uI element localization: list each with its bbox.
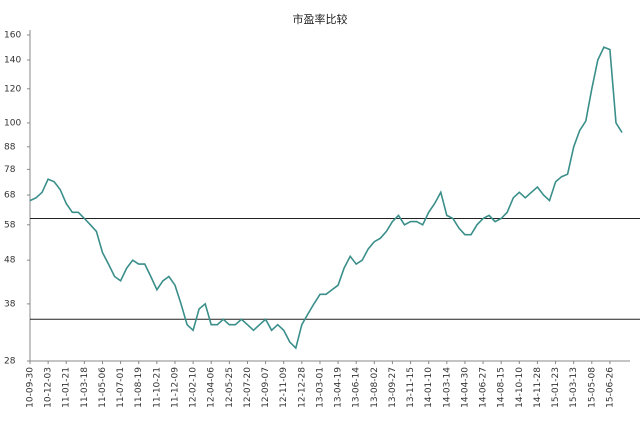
x-tick-label: 11-01-21 bbox=[62, 367, 72, 408]
y-tick-label: 88 bbox=[4, 142, 16, 152]
x-tick-label: 15-06-26 bbox=[605, 367, 615, 408]
x-tick-label: 12-04-06 bbox=[207, 367, 217, 408]
x-tick-label: 13-03-01 bbox=[315, 367, 325, 408]
x-tick-label: 14-01-10 bbox=[424, 367, 434, 408]
x-tick-label: 14-11-28 bbox=[533, 367, 543, 408]
x-tick-label: 13-06-14 bbox=[352, 367, 362, 408]
x-tick-label: 12-05-25 bbox=[225, 367, 235, 408]
x-tick-label: 13-11-15 bbox=[406, 367, 416, 408]
x-tick-label: 10-09-30 bbox=[26, 367, 36, 408]
y-tick-label: 160 bbox=[4, 31, 21, 41]
x-tick-label: 11-10-21 bbox=[152, 367, 162, 408]
x-tick-label: 13-09-27 bbox=[388, 367, 398, 408]
x-tick-label: 14-10-10 bbox=[515, 367, 525, 408]
x-tick-label: 14-06-27 bbox=[479, 367, 489, 408]
x-tick-label: 11-03-18 bbox=[80, 367, 90, 408]
x-tick-label: 12-09-07 bbox=[261, 367, 271, 408]
x-tick-label: 15-05-08 bbox=[587, 367, 597, 408]
x-tick-label: 13-08-02 bbox=[370, 367, 380, 408]
y-tick-label: 140 bbox=[4, 55, 21, 65]
x-tick-label: 11-07-01 bbox=[116, 367, 126, 408]
chart-title: 市盈率比较 bbox=[293, 12, 348, 26]
x-tick-label: 14-04-30 bbox=[460, 367, 470, 408]
series-line bbox=[29, 46, 623, 350]
y-tick-label: 78 bbox=[4, 165, 16, 175]
y-tick-label: 28 bbox=[4, 357, 16, 367]
x-tick-label: 12-02-10 bbox=[189, 367, 199, 408]
x-tick-label: 11-05-06 bbox=[98, 367, 108, 408]
x-tick-label: 15-01-23 bbox=[551, 367, 561, 408]
y-tick-label: 48 bbox=[4, 256, 16, 266]
x-tick-label: 12-12-28 bbox=[297, 367, 307, 408]
x-tick-label: 12-07-20 bbox=[243, 367, 253, 408]
y-tick-label: 100 bbox=[4, 118, 21, 128]
x-tick-label: 10-12-03 bbox=[44, 367, 54, 408]
x-tick-label: 11-08-19 bbox=[134, 367, 144, 408]
x-tick-label: 15-03-13 bbox=[569, 367, 579, 408]
y-tick-label: 68 bbox=[4, 191, 16, 201]
x-tick-label: 14-03-14 bbox=[442, 367, 452, 408]
x-tick-label: 14-08-15 bbox=[497, 367, 507, 408]
x-tick-label: 11-12-09 bbox=[170, 367, 180, 408]
y-tick-label: 120 bbox=[4, 84, 21, 94]
x-tick-label: 13-04-19 bbox=[334, 367, 344, 408]
y-tick-label: 58 bbox=[4, 220, 16, 230]
x-tick-label: 12-11-09 bbox=[279, 367, 289, 408]
y-tick-label: 38 bbox=[4, 299, 16, 309]
